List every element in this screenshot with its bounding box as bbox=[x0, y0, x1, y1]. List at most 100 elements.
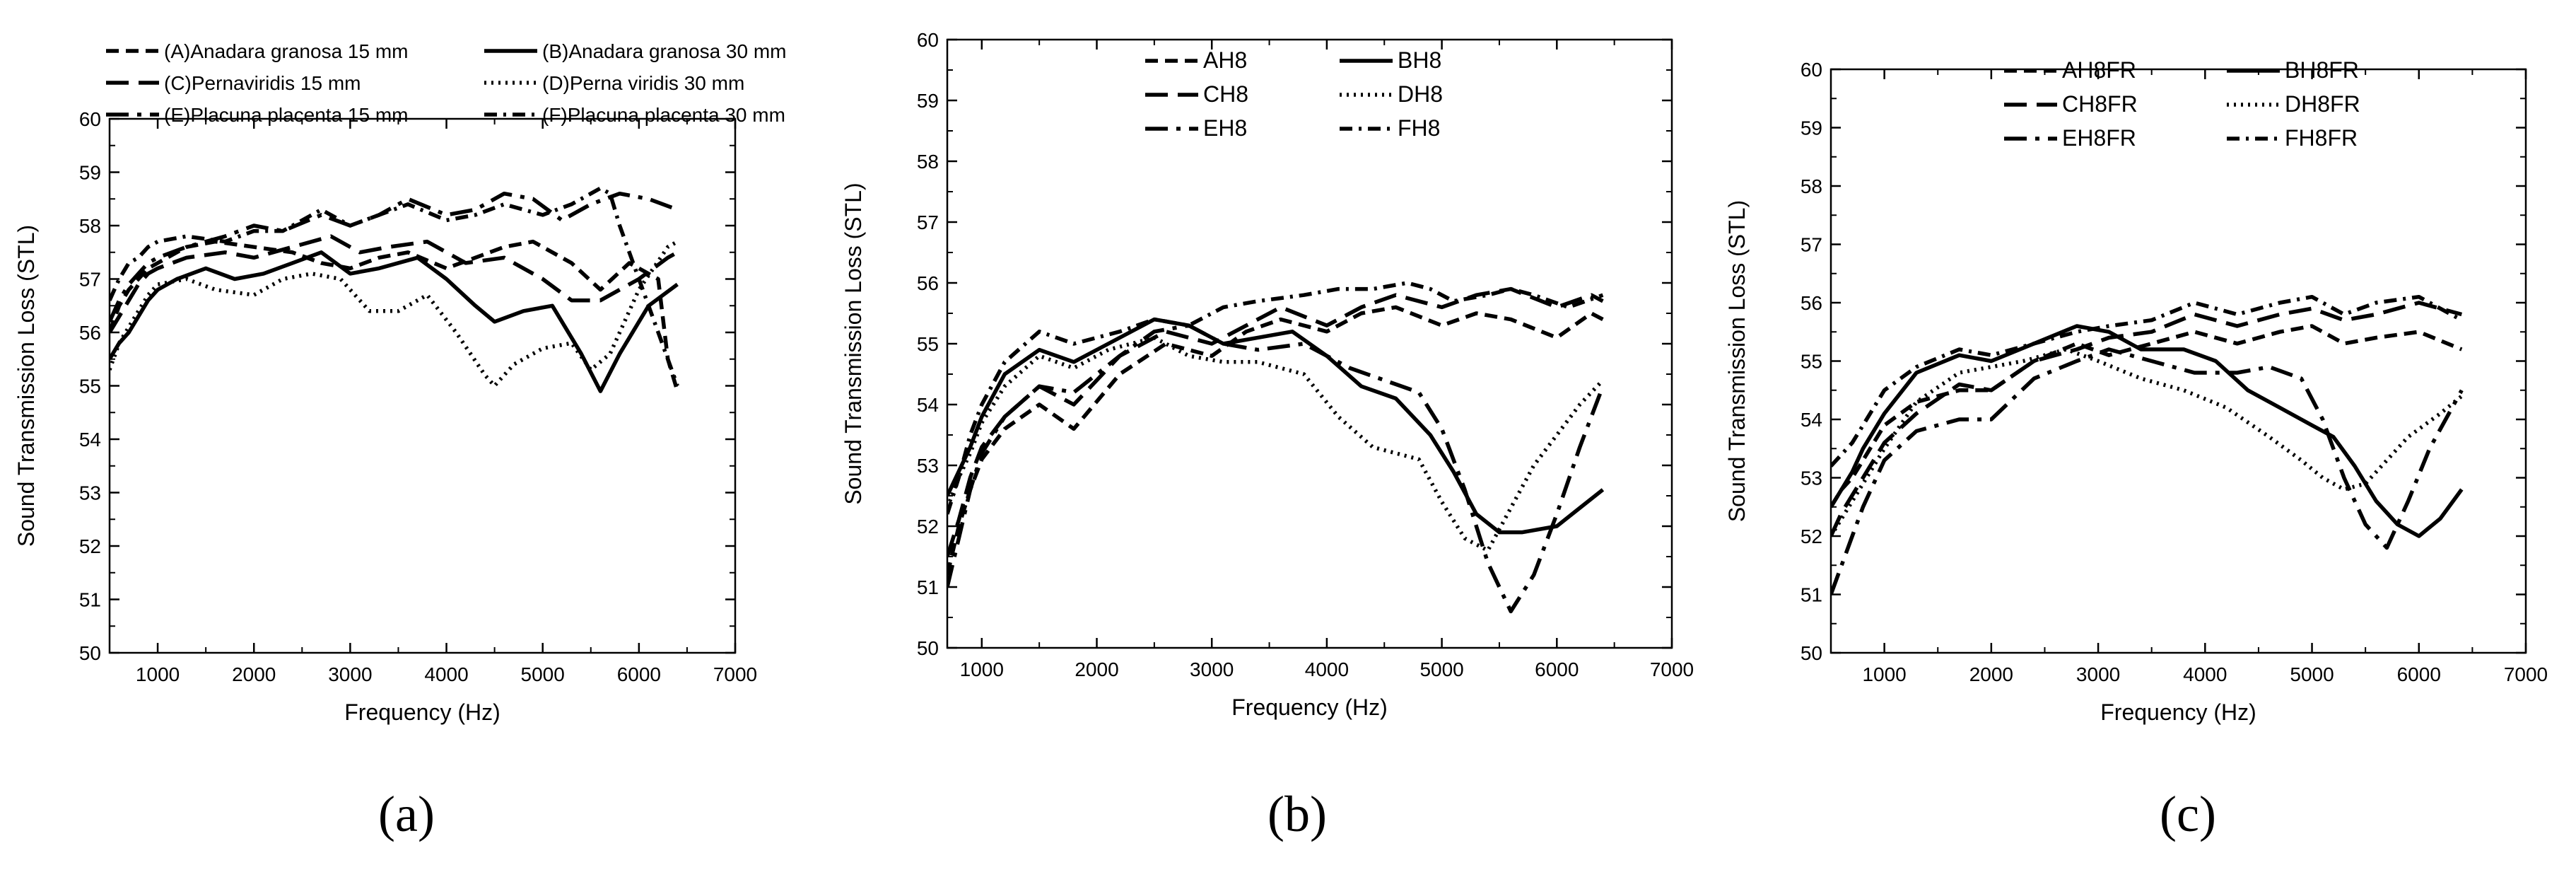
y-tick-label: 56 bbox=[79, 322, 101, 344]
y-tick-label: 57 bbox=[1801, 234, 1822, 256]
y-tick-label: 51 bbox=[79, 589, 101, 611]
legend-label: (F)Placuna placenta 30 mm bbox=[542, 104, 785, 126]
series-line-6 bbox=[947, 281, 1604, 515]
legend-label: BH8FR bbox=[2285, 57, 2359, 83]
x-tick-label: 5000 bbox=[1419, 658, 1463, 680]
y-tick-label: 51 bbox=[1801, 584, 1822, 606]
series-line-1 bbox=[110, 239, 679, 392]
x-axis-label: Frequency (Hz) bbox=[2100, 699, 2256, 725]
series-line-6 bbox=[1831, 294, 2463, 467]
y-tick-label: 53 bbox=[79, 482, 101, 504]
x-tick-label: 1000 bbox=[1862, 663, 1906, 685]
y-tick-label: 55 bbox=[917, 333, 939, 355]
y-tick-label: 58 bbox=[1801, 175, 1822, 197]
chart-c: 50 51 52 53 54 55 56 57 58 59 60 1000 2000 3000 4000 50… bbox=[1724, 57, 2548, 842]
series-line-2 bbox=[110, 250, 679, 393]
y-tick-label: 52 bbox=[1801, 525, 1822, 547]
y-tick-label: 50 bbox=[1801, 642, 1822, 664]
chart-b: 50 51 52 53 54 55 56 57 58 59 60 1000 2000 3000 4000 50… bbox=[841, 29, 1694, 842]
series-line-2 bbox=[947, 317, 1605, 535]
legend-label: CH8 bbox=[1203, 81, 1248, 107]
panel-caption: (b) bbox=[1267, 786, 1327, 842]
legend-label: (A)Anadara granosa 15 mm bbox=[164, 40, 409, 62]
y-tick-label: 60 bbox=[917, 29, 939, 51]
x-tick-label: 3000 bbox=[1190, 658, 1234, 680]
series-line-1 bbox=[1831, 324, 2463, 509]
series-line-4 bbox=[110, 240, 679, 388]
series-line-3 bbox=[947, 286, 1604, 557]
legend-label: (E)Placuna placenta 15 mm bbox=[164, 104, 409, 126]
legend-label: (D)Perna viridis 30 mm bbox=[542, 72, 744, 94]
legend-label: AH8FR bbox=[2062, 57, 2136, 83]
x-tick-label: 3000 bbox=[328, 663, 372, 685]
x-tick-label: 5000 bbox=[521, 663, 565, 685]
series-line-2 bbox=[1831, 324, 2464, 538]
y-tick-label: 55 bbox=[1801, 351, 1822, 373]
y-tick-label: 54 bbox=[917, 394, 939, 416]
series-line-5 bbox=[1831, 347, 2464, 596]
x-tick-label: 7000 bbox=[713, 663, 757, 685]
x-tick-label: 6000 bbox=[617, 663, 661, 685]
x-tick-label: 6000 bbox=[2397, 663, 2441, 685]
y-tick-label: 57 bbox=[917, 211, 939, 233]
x-tick-label: 2000 bbox=[1075, 658, 1118, 680]
x-tick-label: 5000 bbox=[2290, 663, 2334, 685]
x-tick-label: 6000 bbox=[1535, 658, 1579, 680]
panel-caption: (c) bbox=[2160, 786, 2216, 842]
x-tick-label: 4000 bbox=[1305, 658, 1349, 680]
x-tick-label: 3000 bbox=[2076, 663, 2120, 685]
panel-caption: (a) bbox=[378, 786, 435, 842]
y-tick-label: 53 bbox=[1801, 467, 1822, 489]
x-tick-label: 4000 bbox=[424, 663, 468, 685]
x-axis-label: Frequency (Hz) bbox=[344, 699, 500, 725]
series-line-5 bbox=[110, 191, 679, 323]
series-line-4 bbox=[947, 335, 1605, 553]
legend-label: FH8 bbox=[1398, 115, 1440, 141]
x-tick-label: 1000 bbox=[136, 663, 180, 685]
y-tick-label: 60 bbox=[79, 108, 101, 130]
legend-label: (C)Pernaviridis 15 mm bbox=[164, 72, 361, 94]
series-group bbox=[1831, 294, 2464, 596]
series-line-4 bbox=[1831, 347, 2464, 538]
legend-label: EH8FR bbox=[2062, 125, 2136, 151]
y-tick-label: 51 bbox=[917, 576, 939, 598]
y-tick-label: 54 bbox=[1801, 409, 1822, 431]
x-tick-label: 7000 bbox=[2504, 663, 2548, 685]
x-tick-label: 2000 bbox=[1969, 663, 2013, 685]
series-line-1 bbox=[947, 305, 1604, 576]
x-tick-label: 7000 bbox=[1650, 658, 1694, 680]
legend-label: EH8 bbox=[1203, 115, 1247, 141]
y-tick-label: 53 bbox=[917, 455, 939, 477]
y-tick-label: 60 bbox=[1801, 59, 1822, 81]
legend-label: DH8 bbox=[1398, 81, 1443, 107]
y-axis-label: Sound Transmission Loss (STL) bbox=[1724, 200, 1750, 522]
y-tick-label: 54 bbox=[79, 429, 101, 451]
legend-label: CH8FR bbox=[2062, 91, 2138, 117]
series-line-5 bbox=[947, 323, 1605, 614]
x-tick-label: 4000 bbox=[2183, 663, 2227, 685]
y-tick-label: 59 bbox=[1801, 117, 1822, 139]
y-tick-label: 57 bbox=[79, 269, 101, 291]
y-tick-label: 59 bbox=[79, 162, 101, 184]
y-tick-label: 52 bbox=[917, 516, 939, 538]
y-tick-label: 58 bbox=[917, 151, 939, 173]
y-tick-label: 56 bbox=[917, 272, 939, 294]
series-line-3 bbox=[110, 234, 679, 334]
series-group bbox=[110, 186, 679, 393]
y-tick-label: 56 bbox=[1801, 292, 1822, 314]
x-tick-label: 2000 bbox=[232, 663, 276, 685]
y-tick-label: 50 bbox=[79, 642, 101, 664]
y-tick-label: 58 bbox=[79, 215, 101, 237]
y-tick-label: 50 bbox=[917, 637, 939, 659]
legend-label: DH8FR bbox=[2285, 91, 2360, 117]
legend-label: FH8FR bbox=[2285, 125, 2358, 151]
y-axis-label: Sound Transmission Loss (STL) bbox=[841, 182, 866, 504]
chart-a: 50 51 52 53 54 55 56 57 58 59 60 1000 2000 3000 4000 50… bbox=[13, 40, 787, 842]
legend-label: AH8 bbox=[1203, 47, 1247, 73]
y-tick-label: 52 bbox=[79, 535, 101, 557]
legend-label: BH8 bbox=[1398, 47, 1441, 73]
series-line-6 bbox=[110, 186, 679, 387]
series-line-3 bbox=[1831, 301, 2463, 538]
y-tick-label: 55 bbox=[79, 376, 101, 397]
